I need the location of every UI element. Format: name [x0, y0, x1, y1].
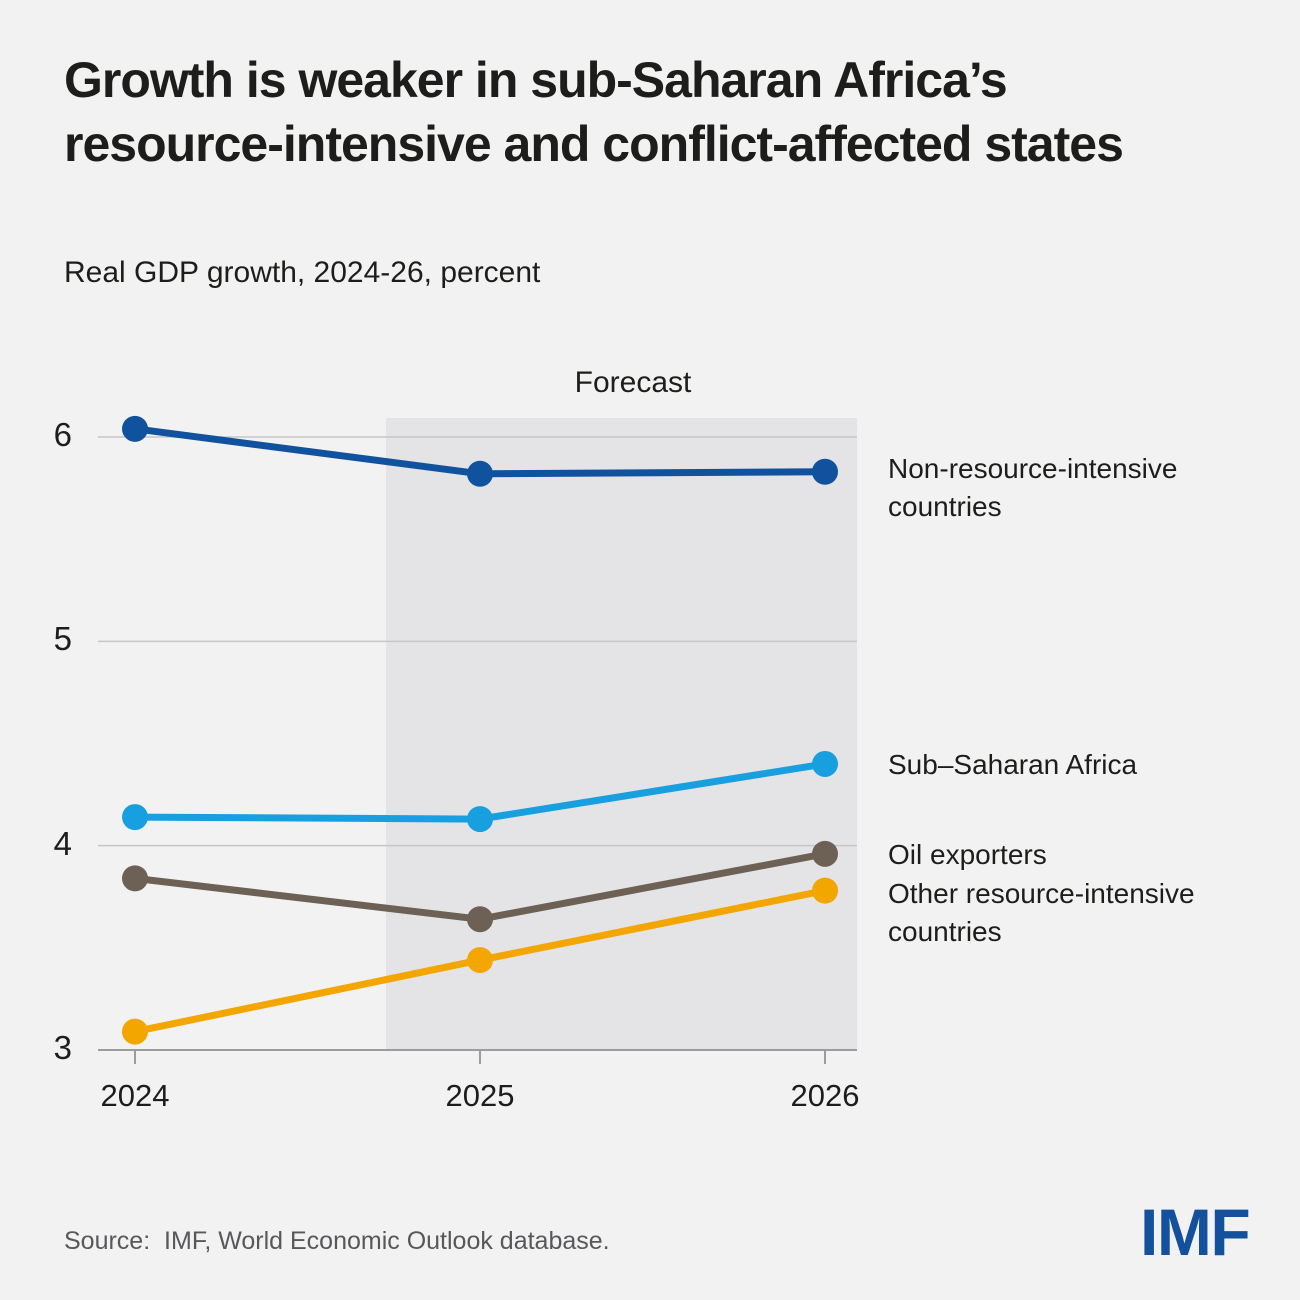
- data-point: [467, 906, 493, 933]
- x-tick-label-2025: 2025: [445, 1078, 515, 1113]
- x-tick-label-2026: 2026: [790, 1078, 860, 1113]
- data-point: [122, 804, 148, 831]
- series-label-non-resource-intensive-countries: Non-resource-intensive countries: [888, 453, 1178, 522]
- data-point: [467, 947, 493, 974]
- source-note: Source: IMF, World Economic Outlook data…: [64, 1227, 610, 1255]
- data-point: [812, 750, 838, 777]
- y-tick-label-3: 3: [53, 1029, 72, 1066]
- data-point: [467, 806, 493, 833]
- y-tick-label-5: 5: [53, 620, 72, 658]
- data-point: [812, 458, 838, 485]
- y-tick-label-4: 4: [53, 824, 72, 862]
- data-point: [122, 865, 148, 892]
- y-tick-label-6: 6: [53, 416, 72, 453]
- data-point: [812, 877, 838, 904]
- imf-logo: IMF: [1140, 1195, 1251, 1269]
- data-point: [812, 840, 838, 867]
- chart-subtitle: Real GDP growth, 2024-26, percent: [64, 256, 541, 289]
- forecast-band: [386, 418, 857, 1050]
- series-label-sub-saharan-africa: Sub–Saharan Africa: [888, 749, 1138, 780]
- data-point: [122, 415, 148, 442]
- series-label-other-resource-intensive-countries: Other resource-intensive countries: [888, 878, 1195, 947]
- data-point: [467, 460, 493, 487]
- series-label-oil-exporters: Oil exporters: [888, 839, 1047, 870]
- x-tick-label-2024: 2024: [100, 1078, 170, 1113]
- forecast-label: Forecast: [574, 366, 692, 399]
- chart-title: Growth is weaker in sub-Saharan Africa’s…: [64, 48, 1254, 176]
- data-point: [122, 1018, 148, 1045]
- chart-title-line2: resource-intensive and conflict-affected…: [64, 116, 1124, 172]
- chart-title-line1: Growth is weaker in sub-Saharan Africa’s: [64, 52, 1008, 108]
